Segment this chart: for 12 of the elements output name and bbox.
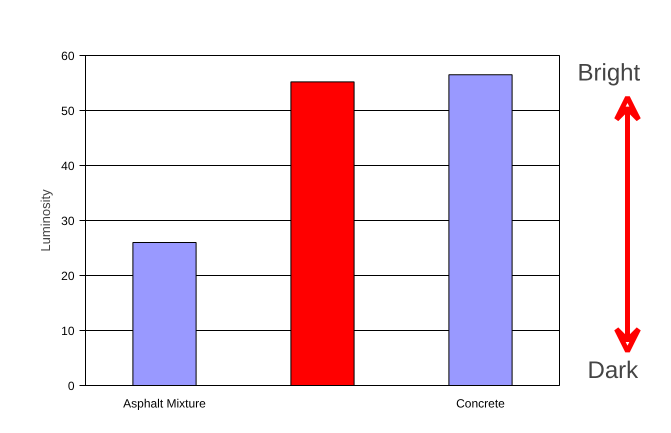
y-tick-label: 0 (68, 379, 75, 393)
y-tick-label: 40 (61, 159, 75, 173)
y-tick-label: 50 (61, 104, 75, 118)
y-tick-label: 20 (61, 269, 75, 283)
x-tick-label: Asphalt Mixture (123, 396, 206, 410)
y-tick-label: 30 (61, 214, 75, 228)
y-tick-label: 60 (61, 49, 75, 63)
x-tick-label: Concrete (456, 396, 506, 410)
y-tick-label: 10 (61, 324, 75, 338)
y-axis-title: Luminosity (38, 188, 54, 252)
text: Bright (578, 60, 641, 87)
text: Dark (588, 356, 640, 384)
